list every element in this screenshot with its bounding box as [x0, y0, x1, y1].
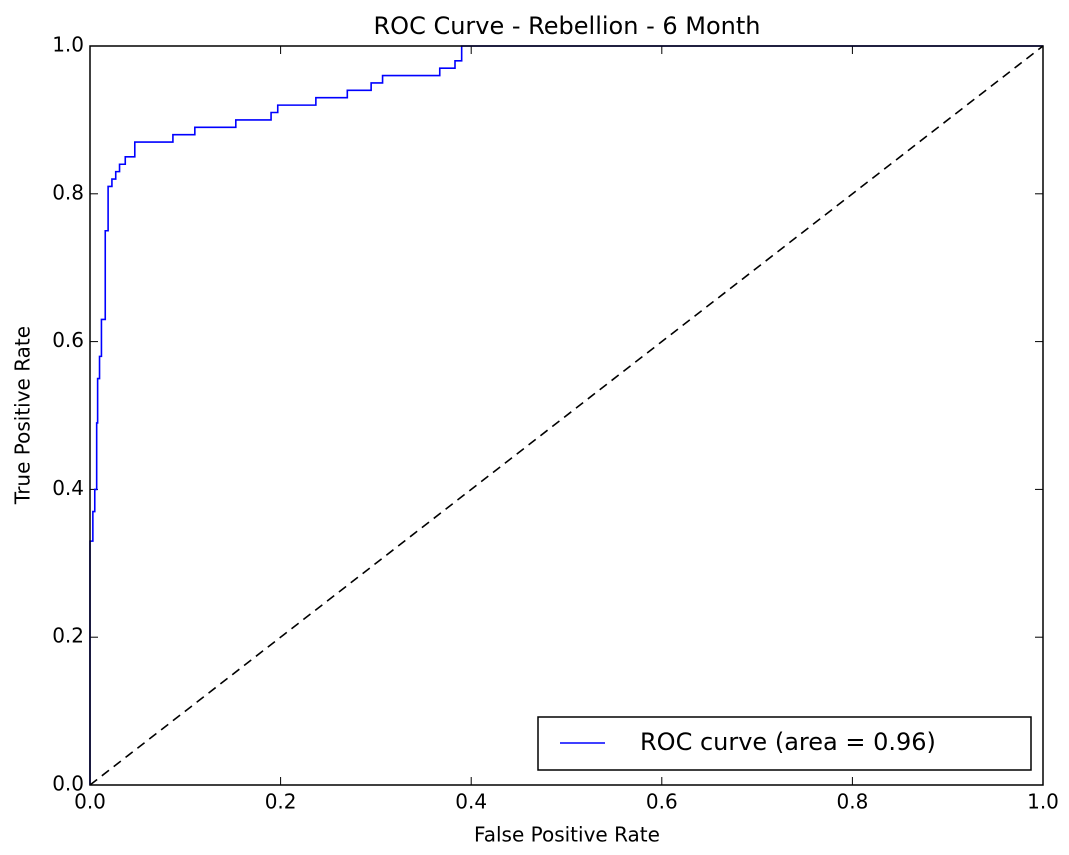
x-tick-label: 0.4: [455, 790, 487, 814]
x-tick-label: 1.0: [1027, 790, 1059, 814]
plot-frame: [89, 45, 1044, 786]
legend-box: [537, 716, 1032, 771]
legend-label: ROC curve (area = 0.96): [640, 728, 936, 756]
y-tick-label: 0.6: [52, 328, 84, 352]
y-tick-label: 0.8: [52, 180, 84, 204]
y-tick-label: 1.0: [52, 33, 84, 57]
x-tick-label: 0.2: [265, 790, 297, 814]
y-tick-label: 0.4: [52, 476, 84, 500]
x-axis-label: False Positive Rate: [474, 823, 660, 847]
y-tick-label: 0.0: [52, 772, 84, 796]
x-tick-label: 0.8: [836, 790, 868, 814]
y-tick-label: 0.2: [52, 624, 84, 648]
x-tick-label: 0.0: [74, 790, 106, 814]
x-tick-label: 0.6: [646, 790, 678, 814]
y-axis-label: True Positive Rate: [11, 326, 35, 505]
line-series: [89, 45, 1044, 786]
chart-title: ROC Curve - Rebellion - 6 Month: [374, 12, 761, 40]
line-series: [89, 45, 1043, 785]
